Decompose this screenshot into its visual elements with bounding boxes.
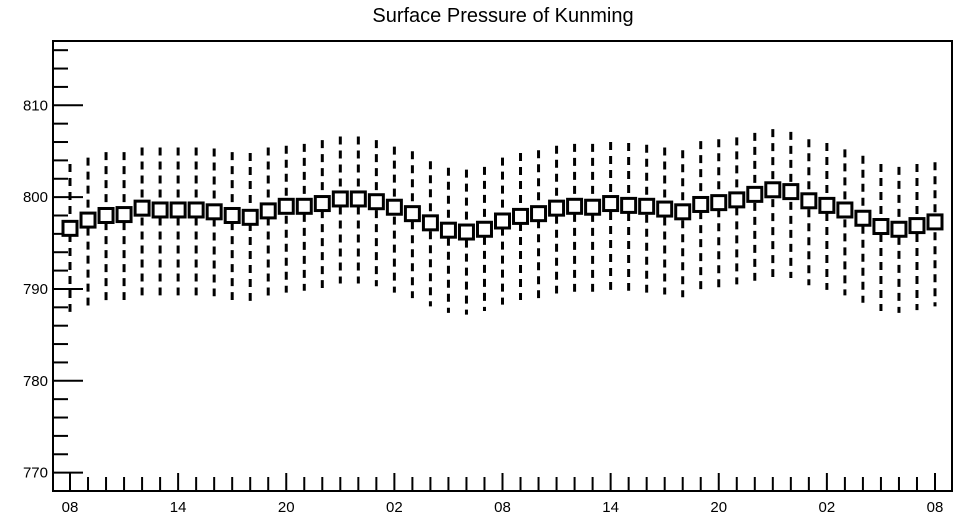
data-box [656,200,674,218]
data-box [331,190,349,208]
data-box [457,223,475,241]
data-box [782,183,800,201]
data-box [403,205,421,223]
data-box [421,214,439,232]
data-box [79,211,97,229]
data-box [728,191,746,209]
data-box [151,201,169,219]
x-axis: 08 14 20 02 08 14 20 02 08 [62,473,944,516]
data-box [295,197,313,215]
data-box [223,206,241,224]
data-box [205,203,223,221]
data-box [367,193,385,211]
data-box [890,220,908,238]
data-box [620,196,638,214]
data-box [97,206,115,224]
x-tick-label: 02 [386,499,403,516]
data-box [512,207,530,225]
data-box [385,198,403,216]
data-box [818,196,836,214]
data-box [548,199,566,217]
data-box [169,201,187,219]
data-box [674,203,692,221]
data-box [475,220,493,238]
data-box [566,197,584,215]
y-tick-label: 810 [23,97,48,114]
data-box [133,199,151,217]
x-tick-label: 08 [927,499,944,516]
data-box [530,205,548,223]
data-box [926,213,944,231]
data-box [710,194,728,212]
data-box [241,208,259,226]
data-box [277,197,295,215]
data-box [313,195,331,213]
data-box [746,185,764,203]
y-tick-label: 780 [23,373,48,390]
x-tick-label: 14 [602,499,619,516]
x-tick-label: 20 [278,499,295,516]
data-box [692,195,710,213]
plot-area [61,129,944,315]
data-box [764,181,782,199]
data-box [494,212,511,230]
data-box [638,197,656,215]
y-tick-label: 770 [23,465,48,482]
x-tick-label: 20 [710,499,727,516]
x-tick-label: 08 [62,499,79,516]
data-box [61,219,79,237]
data-box [854,209,872,227]
data-box [187,201,205,219]
data-box [259,202,277,220]
data-box [602,195,620,213]
data-box [800,192,818,210]
data-box [872,218,890,236]
x-tick-label: 02 [819,499,836,516]
data-box [836,201,854,219]
data-box [584,198,602,216]
data-box [908,217,926,235]
data-box [349,190,367,208]
plot-frame [52,40,953,492]
y-tick-label: 800 [23,189,48,206]
x-tick-label: 08 [494,499,511,516]
y-axis: 770 780 790 800 810 [23,49,83,492]
data-box [439,221,457,239]
x-tick-label: 14 [170,499,187,516]
chart-title: Surface Pressure of Kunming [372,5,633,27]
y-tick-label: 790 [23,281,48,298]
data-box [115,206,133,224]
